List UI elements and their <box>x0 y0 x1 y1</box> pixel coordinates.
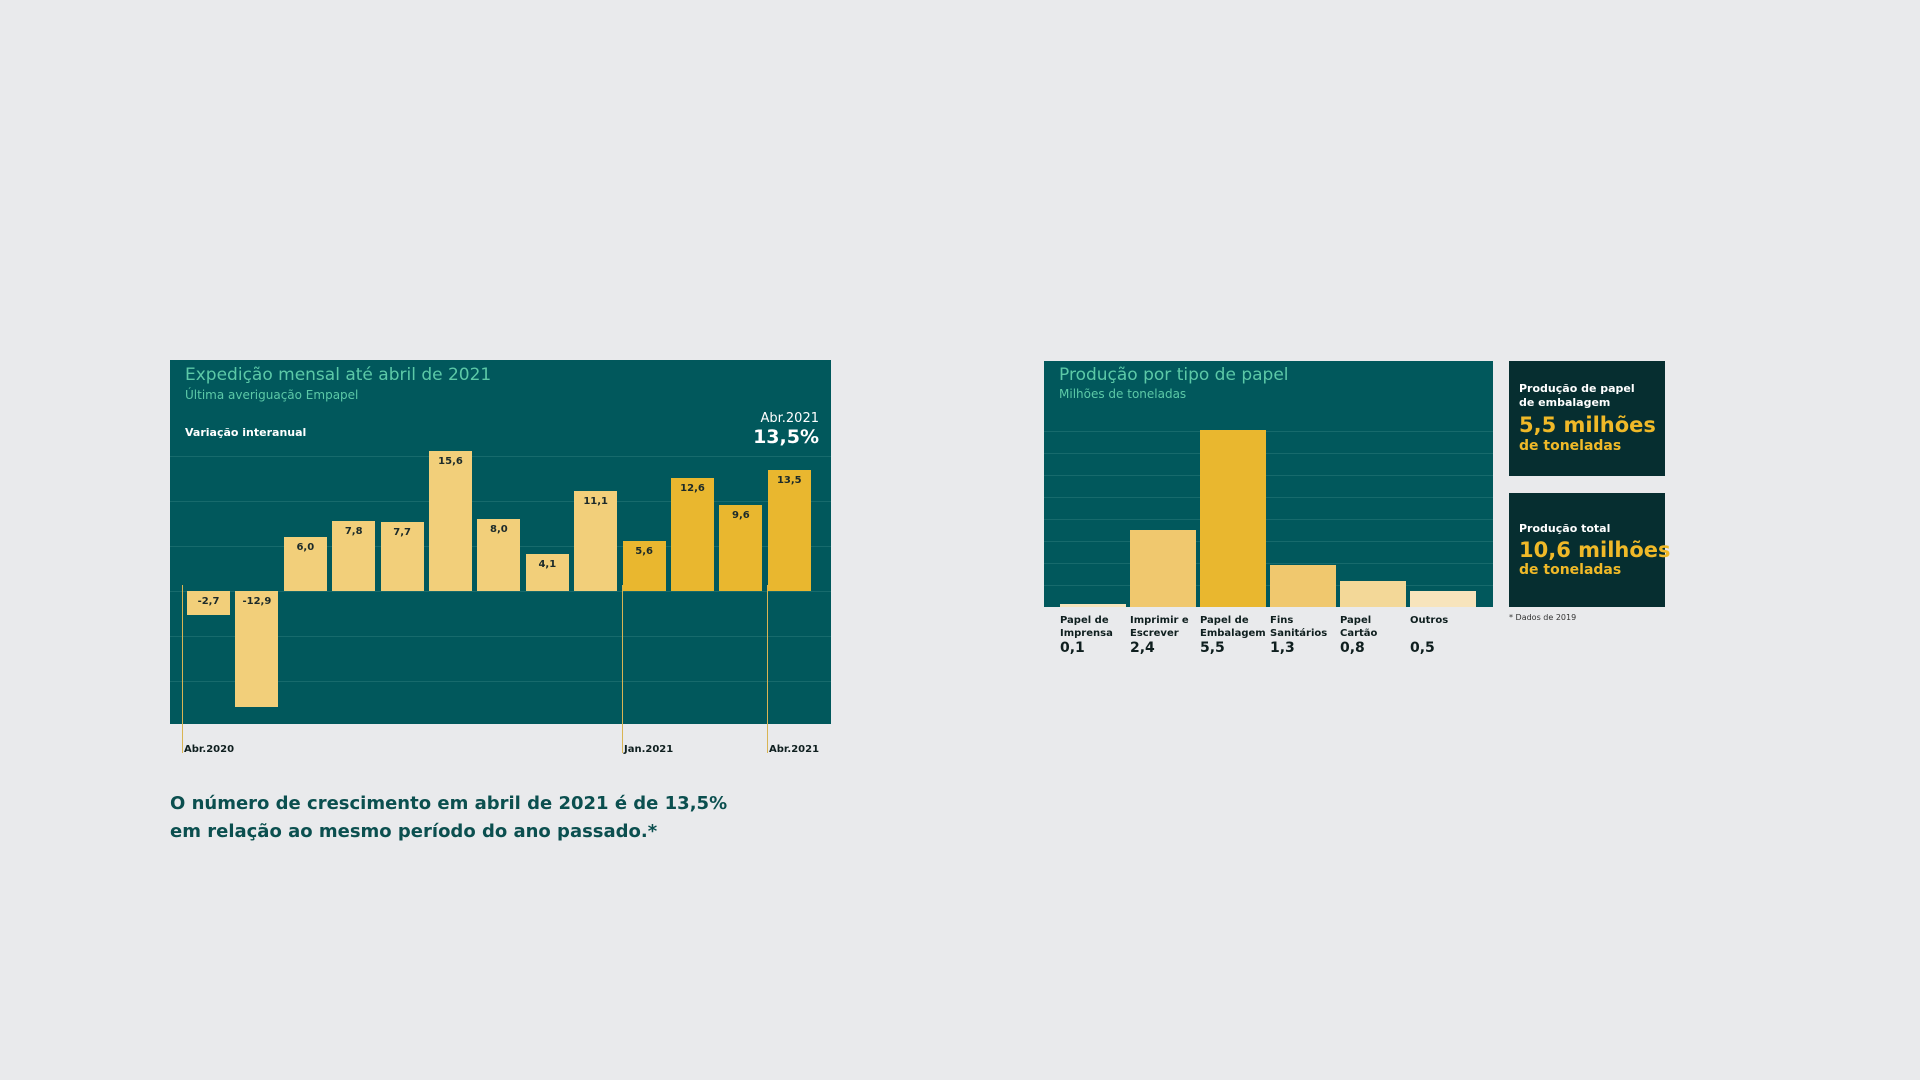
gridline <box>1044 497 1493 498</box>
gridline <box>170 501 831 502</box>
marker-line <box>182 585 183 753</box>
data-label: -2,7 <box>197 596 220 607</box>
data-label: 7,8 <box>344 525 363 537</box>
gridline <box>1044 453 1493 454</box>
stat-value: 10,6 milhões <box>1519 538 1671 562</box>
category-label: Imprimir e Escrever <box>1130 615 1189 639</box>
x-tick-label: Jan.2021 <box>624 744 674 755</box>
x-tick-label: Abr.2021 <box>769 744 820 755</box>
category-label: Papel de Embalagem <box>1200 615 1266 639</box>
data-label: 12,6 <box>680 482 705 494</box>
bar <box>574 491 618 591</box>
stat-box-total: Produção total 10,6 milhões de toneladas <box>1509 493 1671 607</box>
gridline <box>1044 541 1493 542</box>
bar <box>429 450 472 591</box>
highlight-label: Abr.2021 <box>760 411 819 426</box>
category-value: 0,5 <box>1410 640 1435 656</box>
caption: O número de crescimento em abril de 2021… <box>170 790 727 846</box>
gridline <box>170 681 831 682</box>
category-value: 0,1 <box>1060 640 1085 656</box>
gridline <box>170 591 831 592</box>
data-label: 9,6 <box>732 509 750 521</box>
gridline <box>170 636 831 637</box>
bar <box>767 469 811 591</box>
monthly-shipments-chart: Expedição mensal até abril de 2021 Últim… <box>170 360 831 724</box>
category-value: 1,3 <box>1270 640 1295 656</box>
bar <box>622 540 666 591</box>
chart-subtitle: Milhões de toneladas <box>1059 387 1187 401</box>
category-label: Papel de Imprensa <box>1060 615 1113 639</box>
stat-box-packaging: Produção de papel de embalagem 5,5 milhõe… <box>1509 361 1665 476</box>
bar <box>477 519 521 591</box>
data-label: -12,9 <box>242 596 272 607</box>
category-label: Outros <box>1410 615 1449 626</box>
data-label: 4,1 <box>538 559 557 571</box>
chart-subtitle: Última averiguação Empapel <box>185 388 359 402</box>
category-value: 2,4 <box>1130 640 1155 656</box>
x-tick-label: Abr.2020 <box>184 744 235 755</box>
bar <box>1270 565 1336 607</box>
data-label: 5,6 <box>635 545 653 557</box>
bar <box>1340 581 1406 607</box>
stat-label: Produção de papel de embalagem <box>1519 382 1635 410</box>
bar <box>671 477 714 591</box>
gridline <box>170 456 831 457</box>
bar <box>235 591 279 708</box>
caption-line-1: O número de crescimento em abril de 2021… <box>170 793 728 814</box>
category-value: 0,8 <box>1340 640 1365 656</box>
chart-title: Expedição mensal até abril de 2021 <box>185 365 492 385</box>
stat-unit: de toneladas <box>1519 438 1622 454</box>
bar <box>1410 590 1476 607</box>
gridline <box>1044 585 1493 586</box>
stat-label-line: de embalagem <box>1519 396 1611 409</box>
stat-label: Produção total <box>1519 522 1611 535</box>
marker-line <box>767 585 768 753</box>
stat-value: 5,5 milhões <box>1519 413 1656 437</box>
stat-label-line: Produção de papel <box>1519 382 1635 395</box>
data-label: 15,6 <box>438 455 463 467</box>
bar <box>1130 529 1196 607</box>
chart-title: Produção por tipo de papel <box>1059 365 1289 385</box>
category-label: Fins Sanitários <box>1270 615 1328 639</box>
paper-production-chart: Produção por tipo de papel Milhões de to… <box>1044 361 1493 607</box>
highlight-value: 13,5% <box>753 426 819 448</box>
bar <box>283 537 327 591</box>
data-label: 7,7 <box>393 526 411 538</box>
gridline <box>1044 431 1493 432</box>
footnote: * Dados de 2019 <box>1509 613 1577 622</box>
stat-unit: de toneladas <box>1519 562 1622 578</box>
data-label: 6,0 <box>296 542 315 553</box>
bar <box>1060 603 1126 607</box>
category-value: 5,5 <box>1200 640 1225 656</box>
gridline <box>1044 519 1493 520</box>
data-label: 13,5 <box>776 474 802 486</box>
data-label: 11,1 <box>583 496 609 508</box>
bar <box>187 591 230 616</box>
bar <box>1200 429 1266 607</box>
plot-area: -2,7 -12,9 6,0 7,8 7,7 15,6 8,0 4,1 11,1 5,6 12,6 9… <box>170 360 831 724</box>
category-label: Papel Cartão <box>1340 615 1378 639</box>
caption-line-2: em relação ao mesmo período do ano passa… <box>170 821 658 842</box>
gridline <box>1044 563 1493 564</box>
bar <box>332 520 376 591</box>
bar <box>719 504 763 591</box>
plot-area <box>1044 361 1493 607</box>
gridline <box>1044 475 1493 476</box>
y-axis-label: Variação interanual <box>185 426 307 439</box>
bar <box>380 521 424 591</box>
marker-line <box>622 585 623 753</box>
data-label: 8,0 <box>490 524 508 535</box>
bar <box>525 554 569 591</box>
